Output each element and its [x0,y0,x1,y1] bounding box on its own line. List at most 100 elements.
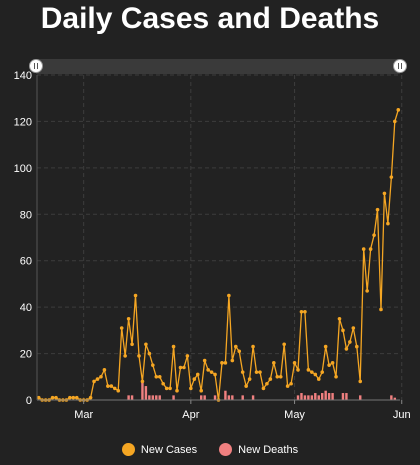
cases-point [379,307,383,312]
cases-point [299,309,304,314]
cases-point [109,384,114,388]
axes: 0 20 40 60 80 100 120 140 Mar Apr May Jun [14,70,411,421]
deaths-bar [203,395,206,400]
deaths-bar [321,393,324,400]
cases-point [268,377,273,381]
cases-point [341,328,345,333]
cases-point [106,384,110,388]
legend-item-new-cases[interactable]: New Cases [121,443,198,456]
legend-item-new-deaths[interactable]: New Deaths [219,443,298,456]
deaths-bar [345,393,348,400]
cases-point [102,368,107,372]
cases-point [140,379,145,384]
cases-point [227,293,231,298]
cases-point [285,384,290,388]
x-tick-label: Jun [393,409,411,421]
deaths-bar [130,395,134,400]
cases-point [396,108,401,112]
cases-point [375,207,380,212]
x-tick-label: Mar [74,409,93,421]
cases-point [278,374,283,379]
cases-point [223,361,228,365]
cases-point [71,395,76,400]
cases-point [154,374,159,379]
deaths-bar [241,395,244,400]
deaths-series [127,381,397,400]
cases-point [275,374,280,379]
y-tick-label: 100 [14,163,32,175]
y-tick-label: 140 [14,70,32,82]
x-tick-label: Apr [182,409,199,421]
range-handle-right[interactable] [393,59,407,73]
deaths-bar [231,395,234,400]
cases-point [337,316,342,321]
cases-point [130,342,134,347]
cases-point [68,395,72,400]
cases-point [157,374,162,379]
cases-point [240,370,245,374]
deaths-bar [151,395,155,400]
cases-point [303,309,307,314]
legend: New Cases New Deaths [0,443,420,456]
cases-point [213,372,217,377]
deaths-bar [224,390,227,400]
deaths-bar [172,395,175,400]
cases-point [258,370,262,374]
cases-point [206,368,210,372]
cases-point [233,344,238,349]
deaths-bar [307,395,310,400]
cases-point [247,377,252,381]
cases-point [164,386,169,391]
deaths-bar [296,395,300,400]
cases-point [144,342,148,347]
cases-point [151,363,155,367]
y-tick-label: 60 [20,256,32,268]
cases-point [372,233,376,237]
deaths-bar [200,395,203,400]
y-tick-label: 20 [20,349,32,361]
cases-point [161,381,165,386]
deaths-bar [317,395,320,400]
cases-point [310,370,314,374]
range-handle-left[interactable] [29,59,43,73]
cases-point [251,344,255,349]
cases-point [334,374,338,379]
deaths-bar [227,395,231,400]
cases-point [50,395,55,400]
deaths-bar [158,395,161,400]
range-selector-track[interactable] [36,59,400,74]
y-tick-label: 80 [20,209,32,221]
cases-point [313,372,318,377]
y-tick-label: 120 [14,116,32,128]
cases-point [192,377,197,381]
deaths-bar [127,395,130,400]
deaths-bar [359,395,362,400]
cases-point [330,361,335,365]
cases-point [351,326,356,330]
cases-point [123,354,127,358]
cases-point [99,374,103,379]
cases-point [112,386,117,391]
x-tick-label: May [284,409,305,421]
deaths-bar [314,393,317,400]
cases-point [133,293,138,298]
cases-point [292,361,297,365]
cases-point [119,326,124,330]
deaths-bar [310,395,314,400]
deaths-bar [327,393,331,400]
deaths-bar [213,395,217,400]
cases-point [348,340,352,344]
cases-point [316,377,321,381]
deaths-bar [155,395,158,400]
legend-label-new-cases: New Cases [140,443,198,456]
cases-point [171,344,176,349]
cases-point [244,384,248,388]
cases-point [323,344,328,349]
deaths-bar [251,395,255,400]
deaths-bar [324,390,327,400]
legend-swatch-new-cases [121,443,135,456]
cases-point [327,363,331,367]
cases-point [209,370,214,374]
cases-point [220,361,224,365]
cases-point [74,395,79,400]
